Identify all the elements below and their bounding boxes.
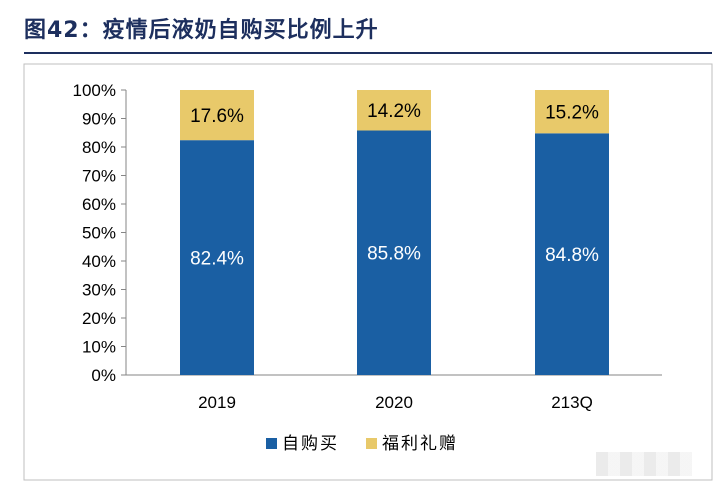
y-tick-label: 80% <box>82 138 116 157</box>
y-tick-label: 20% <box>82 309 116 328</box>
bar-gift <box>357 90 431 131</box>
x-tick-label: 2020 <box>375 393 413 412</box>
chart-frame <box>23 63 713 481</box>
x-tick-label: 2019 <box>198 393 236 412</box>
y-tick-label: 100% <box>73 81 116 100</box>
bar-gift <box>535 90 609 134</box>
bar-self-purchase <box>180 140 254 375</box>
data-label: 84.8% <box>545 245 599 266</box>
y-tick-label: 70% <box>82 167 116 186</box>
data-label: 82.4% <box>190 249 244 270</box>
legend: 自购买 福利礼赠 <box>266 434 458 454</box>
data-label: 15.2% <box>545 103 599 124</box>
legend-swatch <box>266 438 277 449</box>
y-tick-label: 30% <box>82 281 116 300</box>
y-tick-label: 40% <box>82 252 116 271</box>
legend-swatch <box>366 438 377 449</box>
y-tick-label: 50% <box>82 224 116 243</box>
data-label: 17.6% <box>190 106 244 127</box>
y-tick-label: 90% <box>82 110 116 129</box>
title-underline <box>24 52 712 54</box>
plot-area: 0% 10% 20% 30% 40% 50% 60% 70% 80% 90% 100% 82.4% 17… <box>73 81 662 412</box>
x-tick-label: 213Q <box>551 393 593 412</box>
data-label: 85.8% <box>367 244 421 265</box>
y-tick-label: 60% <box>82 195 116 214</box>
figure-title: 图42：疫情后液奶自购买比例上升 <box>24 18 379 43</box>
bar-self-purchase <box>535 133 609 375</box>
bar-gift <box>180 90 254 141</box>
watermark-blur <box>596 452 692 476</box>
legend-label: 自购买 <box>282 434 339 454</box>
legend-label: 福利礼赠 <box>382 434 458 454</box>
bar-self-purchase <box>357 130 431 375</box>
y-tick-label: 10% <box>82 338 116 357</box>
data-label: 14.2% <box>367 101 421 122</box>
y-tick-label: 0% <box>91 366 116 385</box>
